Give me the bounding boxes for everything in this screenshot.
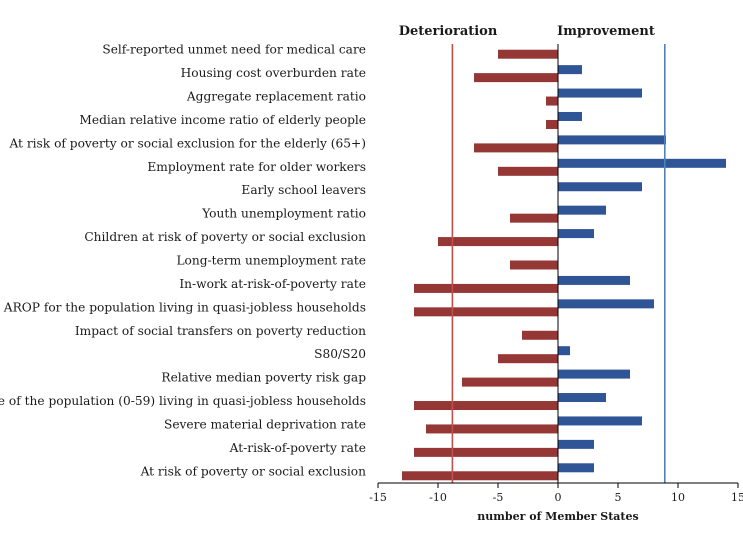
category-label: At risk of poverty or social exclusion bbox=[140, 464, 367, 478]
category-label: Early school leavers bbox=[241, 183, 366, 197]
deterioration-bar bbox=[522, 330, 558, 340]
deterioration-bar bbox=[414, 307, 558, 317]
improvement-bar bbox=[558, 416, 642, 426]
improvement-bar bbox=[558, 88, 642, 98]
x-axis-title: number of Member States bbox=[477, 510, 638, 523]
category-label: At-risk-of-poverty rate bbox=[229, 441, 366, 455]
x-tick-label: -5 bbox=[493, 491, 504, 504]
improvement-bar bbox=[558, 182, 642, 192]
x-axis: -15 -10 -5 0 5 10 15 bbox=[369, 44, 743, 504]
x-tick-label: -15 bbox=[369, 491, 387, 504]
bars-layer bbox=[402, 49, 726, 481]
x-tick-label: 0 bbox=[555, 491, 562, 504]
category-labels-layer: Self-reported unmet need for medical car… bbox=[0, 43, 366, 479]
category-label: Relative median poverty risk gap bbox=[161, 371, 366, 385]
category-label: At risk of poverty or social exclusion f… bbox=[8, 136, 366, 150]
category-label: Housing cost overburden rate bbox=[181, 66, 366, 80]
category-label: Long-term unemployment rate bbox=[176, 254, 366, 268]
improvement-bar bbox=[558, 463, 594, 473]
category-label: S80/S20 bbox=[314, 347, 366, 361]
x-tick-label: 15 bbox=[731, 491, 743, 504]
deterioration-bar bbox=[498, 166, 558, 176]
deterioration-bar bbox=[414, 401, 558, 411]
category-label: Youth unemployment ratio bbox=[201, 207, 366, 221]
deterioration-bar bbox=[510, 260, 558, 270]
category-label: Impact of social transfers on poverty re… bbox=[75, 324, 366, 338]
category-label: AROP for the population living in quasi-… bbox=[3, 300, 366, 314]
category-label: Children at risk of poverty or social ex… bbox=[84, 230, 366, 244]
improvement-bar bbox=[558, 135, 666, 145]
deterioration-bar bbox=[402, 471, 558, 481]
category-label: Share of the population (0-59) living in… bbox=[0, 394, 366, 408]
improvement-bar bbox=[558, 369, 630, 379]
improvement-bar bbox=[558, 229, 594, 239]
deterioration-bar bbox=[498, 49, 558, 59]
improvement-bar bbox=[558, 65, 582, 75]
improvement-bar bbox=[558, 111, 582, 121]
x-tick-label: 10 bbox=[671, 491, 685, 504]
improvement-bar bbox=[558, 299, 654, 309]
improvement-bar bbox=[558, 393, 606, 403]
deterioration-zone-label: Deterioration bbox=[399, 24, 498, 39]
deterioration-bar bbox=[438, 237, 558, 247]
category-label: In-work at-risk-of-poverty rate bbox=[179, 277, 366, 291]
deterioration-bar bbox=[474, 73, 558, 83]
deterioration-bar bbox=[546, 96, 558, 106]
category-label: Self-reported unmet need for medical car… bbox=[102, 43, 366, 57]
category-label: Median relative income ratio of elderly … bbox=[79, 113, 366, 127]
category-label: Aggregate replacement ratio bbox=[186, 90, 366, 104]
deterioration-bar bbox=[510, 213, 558, 223]
improvement-bar bbox=[558, 205, 606, 215]
deterioration-bar bbox=[498, 354, 558, 364]
deterioration-bar bbox=[414, 283, 558, 293]
category-label: Severe material deprivation rate bbox=[164, 417, 366, 431]
deterioration-bar bbox=[546, 119, 558, 129]
improvement-bar bbox=[558, 275, 630, 285]
reference-lines-layer bbox=[451, 44, 666, 483]
deterioration-bar bbox=[474, 143, 558, 153]
improvement-bar bbox=[558, 346, 570, 356]
category-label: Employment rate for older workers bbox=[147, 160, 366, 174]
deterioration-bar bbox=[426, 424, 558, 434]
improvement-bar bbox=[558, 158, 726, 168]
x-tick-label: 5 bbox=[615, 491, 622, 504]
improvement-zone-label: Improvement bbox=[557, 24, 655, 39]
improvement-bar bbox=[558, 439, 594, 449]
deterioration-bar bbox=[414, 447, 558, 457]
x-tick-label: -10 bbox=[429, 491, 447, 504]
deterioration-bar bbox=[462, 377, 558, 387]
